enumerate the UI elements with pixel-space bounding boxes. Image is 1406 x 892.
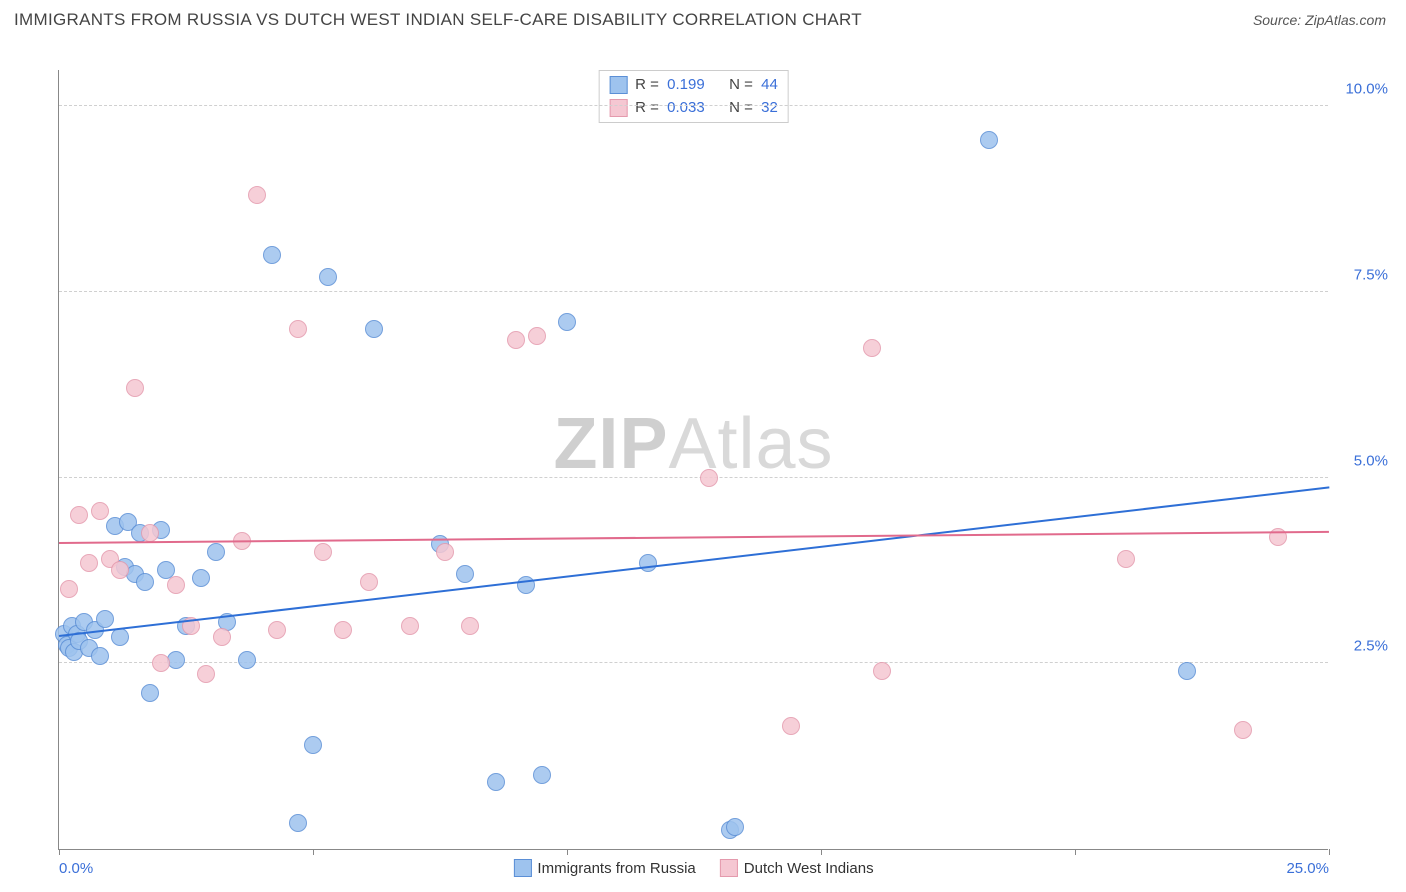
trend-line xyxy=(59,487,1329,638)
data-point xyxy=(365,320,383,338)
y-tick-label: 7.5% xyxy=(1334,266,1388,283)
stats-row: R = 0.033 N = 32 xyxy=(609,97,778,120)
data-point xyxy=(528,327,546,345)
data-point xyxy=(192,569,210,587)
data-point xyxy=(980,131,998,149)
legend-item: Immigrants from Russia xyxy=(513,859,695,877)
x-tick-mark xyxy=(821,849,822,855)
legend-swatch xyxy=(609,99,627,117)
legend-swatch xyxy=(720,859,738,877)
data-point xyxy=(167,576,185,594)
series-legend: Immigrants from Russia Dutch West Indians xyxy=(505,859,881,877)
data-point xyxy=(70,506,88,524)
x-tick-mark xyxy=(59,849,60,855)
data-point xyxy=(1178,662,1196,680)
scatter-plot: ZIPAtlas R =0.199N =44R =0.033N =32 Immi… xyxy=(58,70,1328,850)
data-point xyxy=(456,565,474,583)
data-point xyxy=(873,662,891,680)
data-point xyxy=(80,554,98,572)
data-point xyxy=(700,469,718,487)
data-point xyxy=(111,561,129,579)
r-value: 0.199 xyxy=(667,74,721,97)
data-point xyxy=(167,651,185,669)
data-point xyxy=(91,647,109,665)
x-tick-mark xyxy=(1329,849,1330,855)
data-point xyxy=(558,313,576,331)
source-credit: Source: ZipAtlas.com xyxy=(1253,12,1386,28)
data-point xyxy=(268,621,286,639)
data-point xyxy=(507,331,525,349)
y-tick-label: 10.0% xyxy=(1334,81,1388,98)
chart-title: IMMIGRANTS FROM RUSSIA VS DUTCH WEST IND… xyxy=(14,10,862,30)
x-tick-mark xyxy=(1075,849,1076,855)
data-point xyxy=(314,543,332,561)
data-point xyxy=(533,766,551,784)
stats-row: R = 0.199 N = 44 xyxy=(609,74,778,97)
data-point xyxy=(639,554,657,572)
data-point xyxy=(126,379,144,397)
r-label: R = xyxy=(635,74,659,97)
legend-label: Immigrants from Russia xyxy=(537,860,695,877)
x-tick-label: 25.0% xyxy=(1286,860,1329,877)
data-point xyxy=(726,818,744,836)
data-point xyxy=(141,684,159,702)
legend-label: Dutch West Indians xyxy=(744,860,874,877)
data-point xyxy=(289,814,307,832)
x-tick-mark xyxy=(313,849,314,855)
r-label: R = xyxy=(635,97,659,120)
data-point xyxy=(197,665,215,683)
data-point xyxy=(401,617,419,635)
data-point xyxy=(263,246,281,264)
legend-swatch xyxy=(513,859,531,877)
data-point xyxy=(334,621,352,639)
data-point xyxy=(461,617,479,635)
chart-header: IMMIGRANTS FROM RUSSIA VS DUTCH WEST IND… xyxy=(0,0,1406,34)
data-point xyxy=(1234,721,1252,739)
data-point xyxy=(319,268,337,286)
data-point xyxy=(360,573,378,591)
data-point xyxy=(238,651,256,669)
n-value: 32 xyxy=(761,97,778,120)
data-point xyxy=(213,628,231,646)
n-label: N = xyxy=(729,97,753,120)
data-point xyxy=(60,580,78,598)
r-value: 0.033 xyxy=(667,97,721,120)
legend-swatch xyxy=(609,76,627,94)
data-point xyxy=(141,524,159,542)
data-point xyxy=(91,502,109,520)
n-label: N = xyxy=(729,74,753,97)
data-point xyxy=(782,717,800,735)
stats-legend: R = 0.199 N = 44 R = 0.033 N = 32 xyxy=(598,70,789,123)
x-tick-mark xyxy=(567,849,568,855)
legend-item: Dutch West Indians xyxy=(720,859,874,877)
data-point xyxy=(304,736,322,754)
data-point xyxy=(152,654,170,672)
y-tick-label: 5.0% xyxy=(1334,452,1388,469)
data-point xyxy=(96,610,114,628)
n-value: 44 xyxy=(761,74,778,97)
y-tick-label: 2.5% xyxy=(1334,638,1388,655)
data-point xyxy=(1117,550,1135,568)
gridline xyxy=(59,105,1328,106)
data-point xyxy=(487,773,505,791)
gridline xyxy=(59,291,1328,292)
data-point xyxy=(136,573,154,591)
data-point xyxy=(248,186,266,204)
x-tick-label: 0.0% xyxy=(59,860,93,877)
data-point xyxy=(111,628,129,646)
data-point xyxy=(863,339,881,357)
watermark: ZIPAtlas xyxy=(553,403,833,485)
gridline xyxy=(59,477,1328,478)
data-point xyxy=(289,320,307,338)
data-point xyxy=(207,543,225,561)
data-point xyxy=(436,543,454,561)
